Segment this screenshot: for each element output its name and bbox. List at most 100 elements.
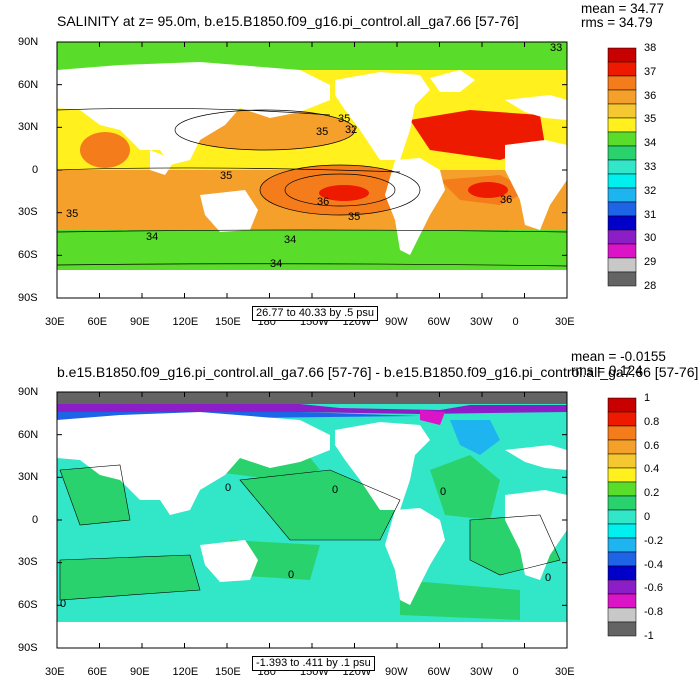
colorbar-label: 1 xyxy=(644,392,651,404)
panel1-lat-tick: 90S xyxy=(18,292,38,304)
colorbar-label: 0.2 xyxy=(644,487,660,500)
colorbar-swatch xyxy=(607,481,637,497)
colorbar-swatch xyxy=(607,565,637,581)
panel2-lon-tick: 60E xyxy=(87,666,108,678)
panel2-lon-tick: 30E xyxy=(555,666,575,678)
colorbar-label: 0.6 xyxy=(644,439,660,452)
colorbar-label: 32 xyxy=(644,184,657,197)
colorbar-label: 31 xyxy=(644,208,657,221)
colorbar-swatch xyxy=(607,47,637,63)
panel2-lon-tick: 150E xyxy=(215,666,241,678)
panel2-lon-tick: 90E xyxy=(130,666,150,678)
colorbar-label: -0.6 xyxy=(644,582,663,595)
panel1-lat-tick: 0 xyxy=(32,164,39,176)
panel1-lon-tick: 30E xyxy=(45,316,65,328)
colorbar-swatch xyxy=(607,61,637,77)
colorbar-swatch xyxy=(607,537,637,553)
panel1-lon-tick: 90W xyxy=(385,316,408,328)
colorbar-label: 0.4 xyxy=(644,463,660,476)
panel2-lat-tick: 30S xyxy=(18,556,38,568)
panel1-lat-tick: 60S xyxy=(18,249,38,261)
colorbar-swatch xyxy=(607,257,637,273)
panel1-contour-label: 32 xyxy=(345,124,358,136)
colorbar-label: 28 xyxy=(644,280,657,292)
colorbar-swatch xyxy=(607,593,637,609)
colorbar-swatch xyxy=(607,425,637,441)
colorbar-swatch xyxy=(607,411,637,427)
panel2-lat-tick: 30N xyxy=(18,471,39,483)
colorbar-swatch xyxy=(607,607,637,623)
panel1-contour-label: 35 xyxy=(316,126,329,138)
panel2-lon-tick: 0 xyxy=(512,666,519,678)
panel2-lon-tick: 60W xyxy=(427,666,451,678)
panel1-lat-tick: 60N xyxy=(18,79,39,91)
colorbar-swatch xyxy=(607,103,637,119)
colorbar-swatch xyxy=(607,621,637,637)
colorbar-label: -0.8 xyxy=(644,606,663,619)
colorbar-label: 33 xyxy=(644,161,657,173)
panel1-contour-info: 26.77 to 40.33 by .5 psu xyxy=(252,306,379,321)
colorbar-swatch xyxy=(607,439,637,455)
panel1-lon-tick: 60E xyxy=(87,316,108,328)
colorbar-label: 29 xyxy=(644,256,657,269)
panel2-contour-info: -1.393 to .411 by .1 psu xyxy=(252,656,375,671)
colorbar-swatch xyxy=(607,173,637,189)
colorbar-swatch xyxy=(607,271,637,287)
panel2-rms: rms = 0.124 xyxy=(571,363,643,378)
panel1-contour-label: 34 xyxy=(270,258,283,270)
panel1-contour-label: 34 xyxy=(284,234,297,246)
panel1-colorbar xyxy=(607,47,637,287)
panel2-title: b.e15.B1850.f09_g16.pi_control.all_ga7.6… xyxy=(57,364,699,380)
colorbar-swatch xyxy=(607,397,637,413)
panel1-lon-tick: 150E xyxy=(215,316,241,328)
colorbar-swatch xyxy=(607,509,637,525)
panel2-lon-tick: 90W xyxy=(385,666,408,678)
panel2-contour-label: 0 xyxy=(545,572,552,584)
panel2-contour-label: 0 xyxy=(288,569,295,581)
panel1-title: SALINITY at z= 95.0m, b.e15.B1850.f09_g1… xyxy=(57,13,519,29)
colorbar-swatch xyxy=(607,495,637,511)
panel1-contour-label: 35 xyxy=(220,170,233,182)
panel2-lat-tick: 90N xyxy=(18,386,39,398)
panel2-lat-tick: 90S xyxy=(18,642,38,654)
colorbar-swatch xyxy=(607,187,637,203)
panel1-rms: rms = 34.79 xyxy=(581,15,653,30)
colorbar-swatch xyxy=(607,75,637,91)
panel1-contour-label: 33 xyxy=(550,42,563,54)
colorbar-swatch xyxy=(607,159,637,175)
colorbar-label: -0.4 xyxy=(644,558,663,571)
panel1-lon-tick: 30W xyxy=(470,316,493,328)
colorbar-swatch xyxy=(607,551,637,567)
panel1-map xyxy=(57,42,567,298)
colorbar-label: 38 xyxy=(644,42,657,54)
colorbar-label: 30 xyxy=(644,232,657,245)
colorbar-label: 36 xyxy=(644,89,657,102)
colorbar-swatch xyxy=(607,467,637,483)
colorbar-swatch xyxy=(607,579,637,595)
colorbar-swatch xyxy=(607,215,637,231)
panel2-lat-tick: 60S xyxy=(18,599,38,611)
colorbar-label: 37 xyxy=(644,65,657,78)
panel2-contour-label: 0 xyxy=(332,484,339,496)
colorbar-swatch xyxy=(607,453,637,469)
panel2-map xyxy=(57,392,567,648)
panel1-contour-label: 36 xyxy=(500,194,513,206)
panel1-lon-tick: 90E xyxy=(130,316,150,328)
colorbar-swatch xyxy=(607,145,637,161)
panel1-lon-tick: 0 xyxy=(512,316,519,328)
panel2-lon-tick: 30E xyxy=(45,666,65,678)
colorbar-swatch xyxy=(607,131,637,147)
panel1-lon-tick: 120E xyxy=(172,316,199,328)
panel1-contour-label: 35 xyxy=(338,113,351,125)
colorbar-swatch xyxy=(607,201,637,217)
colorbar-label: 34 xyxy=(644,137,657,150)
colorbar-swatch xyxy=(607,229,637,245)
panel1-lon-tick: 60W xyxy=(427,316,451,328)
panel1-contour-label: 35 xyxy=(66,208,79,220)
colorbar-label: 0 xyxy=(644,511,651,523)
colorbar-swatch xyxy=(607,243,637,259)
panel1-contour-label: 36 xyxy=(317,196,330,208)
panel2-mean: mean = -0.0155 xyxy=(571,349,666,364)
colorbar-label: 0.8 xyxy=(644,415,660,428)
